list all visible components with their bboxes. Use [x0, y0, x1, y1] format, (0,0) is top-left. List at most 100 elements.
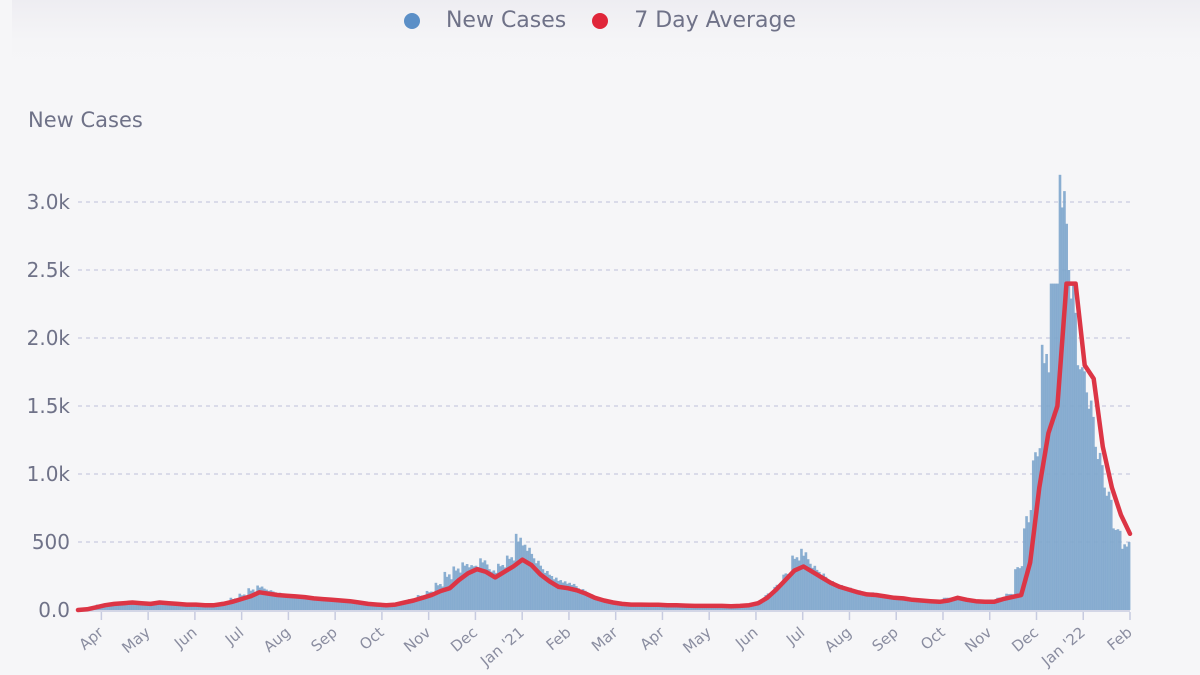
bar-new-cases: [858, 590, 861, 610]
bar-new-cases: [1047, 372, 1051, 610]
bar-new-cases: [312, 597, 315, 610]
bar-new-cases: [124, 602, 128, 610]
bar-new-cases: [256, 585, 259, 610]
legend-item-7-day-average[interactable]: 7 Day Average: [592, 8, 796, 33]
bar-new-cases: [664, 604, 667, 610]
bar-new-cases: [405, 602, 409, 610]
bar-new-cases: [336, 600, 340, 610]
bar-new-cases: [958, 599, 962, 610]
bar-new-cases: [182, 604, 186, 610]
chart-legend: New Cases 7 Day Average: [0, 8, 1200, 33]
bar-new-cases: [554, 577, 558, 610]
bar-new-cases: [147, 602, 150, 610]
bar-new-cases: [1038, 448, 1042, 610]
bar-new-cases: [414, 599, 418, 610]
bar-new-cases: [427, 592, 431, 610]
bar-new-cases: [788, 572, 792, 610]
x-tick-label: Oct: [917, 623, 949, 654]
bar-new-cases: [1009, 593, 1013, 610]
bar-new-cases: [844, 586, 848, 610]
bar-new-cases: [853, 589, 857, 610]
bar-new-cases: [829, 582, 832, 610]
bar-new-cases: [938, 601, 941, 610]
bar-new-cases: [592, 595, 596, 610]
bar-new-cases: [497, 563, 500, 610]
bar-new-cases: [200, 604, 204, 610]
bar-new-cases: [860, 591, 863, 610]
bar-new-cases: [784, 573, 788, 610]
bar-new-cases: [198, 604, 201, 610]
bar-new-cases: [822, 573, 826, 610]
y-tick-label: 1.0k: [27, 462, 71, 486]
bar-new-cases: [773, 586, 777, 610]
bar-new-cases: [151, 602, 155, 610]
gridlines: [78, 201, 1130, 543]
bar-new-cases: [1085, 392, 1089, 610]
bar-new-cases: [320, 598, 324, 610]
bar-new-cases: [1078, 369, 1082, 610]
bar-new-cases: [824, 576, 828, 610]
bar-new-cases: [657, 604, 661, 610]
x-tick-label: Nov: [400, 623, 434, 656]
bar-new-cases: [216, 604, 219, 610]
bar-new-cases: [953, 599, 957, 610]
bar-new-cases: [557, 580, 560, 610]
bar-new-cases: [811, 567, 814, 610]
bar-new-cases: [1072, 284, 1075, 610]
bar-new-cases: [882, 595, 886, 610]
bar-new-cases: [352, 600, 355, 610]
bar-new-cases: [191, 604, 195, 610]
bar-new-cases: [1016, 567, 1019, 610]
bar-new-cases: [1025, 516, 1028, 610]
bar-new-cases: [439, 584, 442, 610]
bar-new-cases: [193, 604, 197, 610]
bar-new-cases: [528, 547, 531, 610]
x-axis: [78, 610, 1131, 620]
bar-new-cases: [521, 545, 525, 610]
bar-new-cases: [541, 569, 545, 610]
x-tick-label: Feb: [543, 623, 575, 654]
bar-new-cases: [612, 603, 616, 610]
bar-new-cases: [851, 589, 855, 610]
bar-new-cases: [278, 592, 282, 610]
bar-new-cases: [240, 595, 244, 610]
bar-new-cases: [1056, 283, 1060, 610]
bar-new-cases: [361, 602, 364, 610]
bar-new-cases: [985, 601, 988, 610]
bar-new-cases: [813, 565, 817, 610]
bar-new-cases: [951, 599, 955, 610]
bar-new-cases: [144, 602, 148, 610]
bar-new-cases: [1049, 283, 1053, 610]
bar-new-cases: [329, 599, 333, 610]
bar-new-cases: [969, 601, 973, 610]
bar-new-cases: [878, 594, 881, 610]
bar-new-cases: [891, 597, 895, 610]
bar-new-cases: [1101, 465, 1104, 610]
bar-new-cases: [173, 603, 177, 610]
bar-new-cases: [608, 601, 612, 610]
bar-new-cases: [980, 601, 984, 610]
bar-new-cases: [463, 565, 467, 610]
bar-new-cases: [407, 599, 411, 610]
bar-new-cases: [300, 596, 304, 610]
bar-new-cases: [833, 583, 837, 610]
legend-item-new-cases[interactable]: New Cases: [403, 8, 566, 33]
bar-new-cases: [481, 562, 485, 610]
bar-new-cases: [595, 597, 598, 610]
x-tick-label: Sep: [307, 623, 340, 655]
bar-new-cases: [441, 586, 444, 610]
bar-new-cases: [561, 582, 565, 610]
bar-new-cases: [1096, 459, 1100, 610]
bar-new-cases: [298, 595, 302, 610]
bar-new-cases: [1045, 353, 1048, 610]
bar-new-cases: [650, 604, 654, 610]
bar-new-cases: [978, 601, 982, 610]
bar-new-cases: [102, 605, 106, 610]
bar-new-cases: [412, 599, 415, 610]
bar-new-cases: [494, 572, 498, 610]
bar-new-cases: [196, 604, 199, 610]
bar-new-cases: [661, 604, 665, 610]
bar-new-cases: [271, 591, 275, 610]
bar-new-cases: [303, 596, 306, 610]
